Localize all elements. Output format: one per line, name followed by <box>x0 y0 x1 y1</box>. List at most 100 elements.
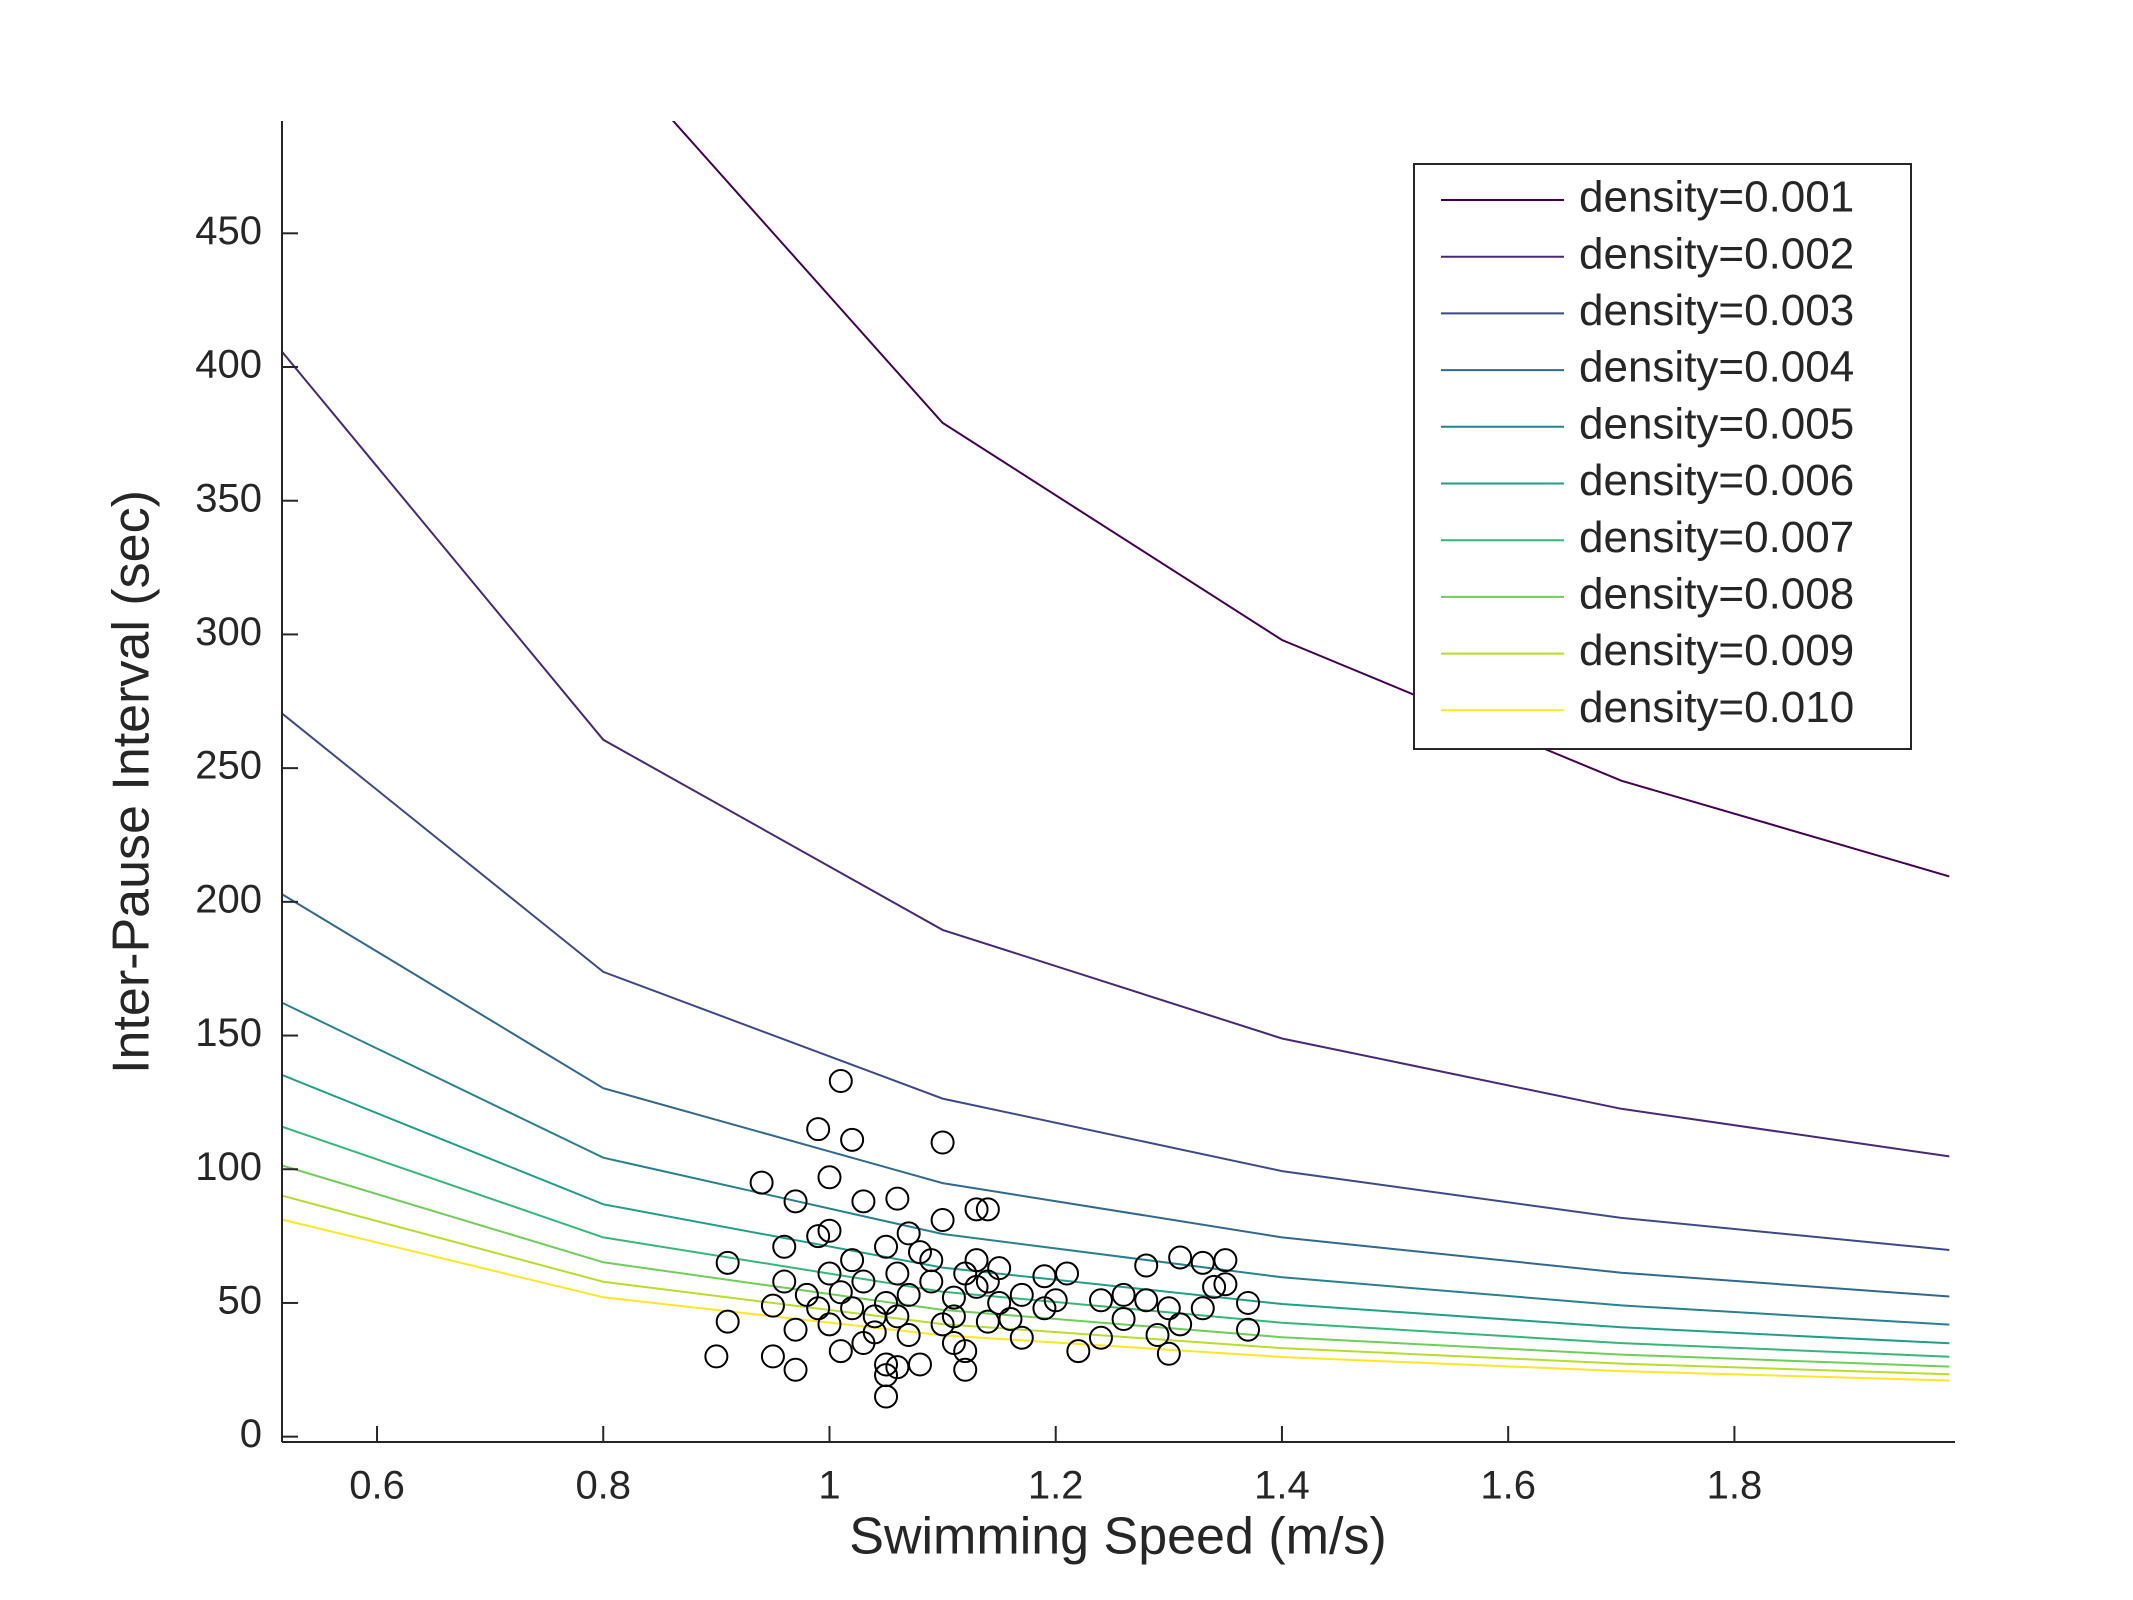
scatter-point <box>987 1256 1012 1281</box>
scatter-point <box>828 1280 853 1305</box>
scatter-point <box>1111 1306 1136 1331</box>
scatter-point <box>998 1306 1023 1331</box>
scatter-point <box>1009 1282 1034 1307</box>
scatter-point <box>828 1068 853 1093</box>
scatter-point <box>1156 1296 1181 1321</box>
scatter-point <box>851 1269 876 1294</box>
scatter-point <box>1088 1288 1113 1313</box>
x-tick-label: 1.2 <box>1028 1464 1084 1508</box>
scatter-point <box>828 1339 853 1364</box>
scatter-point <box>896 1323 921 1348</box>
scatter-point <box>953 1261 978 1286</box>
scatter-point <box>760 1344 785 1369</box>
y-axis-label: Inter-Pause Interval (sec) <box>103 490 161 1074</box>
scatter-point <box>715 1309 740 1334</box>
x-axis-label: Swimming Speed (m/s) <box>849 1508 1386 1566</box>
scatter-point <box>907 1240 932 1265</box>
scatter-point <box>715 1250 740 1275</box>
scatter-point <box>772 1269 797 1294</box>
legend-label: density=0.008 <box>1579 570 1854 619</box>
y-tick-label: 100 <box>195 1145 262 1189</box>
legend-label: density=0.005 <box>1579 399 1854 448</box>
line-series <box>671 121 1950 878</box>
scatter-point <box>964 1248 989 1273</box>
scatter-point <box>930 1130 955 1155</box>
legend-label: density=0.001 <box>1579 173 1854 222</box>
scatter-point <box>817 1218 842 1243</box>
scatter-point <box>964 1274 989 1299</box>
scatter-point <box>975 1269 1000 1294</box>
x-tick-label: 1.4 <box>1254 1464 1310 1508</box>
scatter-point <box>907 1352 932 1377</box>
scatter-point <box>953 1357 978 1382</box>
scatter-point <box>817 1165 842 1190</box>
legend-label: density=0.007 <box>1579 513 1854 562</box>
scatter-point <box>772 1234 797 1259</box>
scatter-point <box>1111 1282 1136 1307</box>
y-tick-label: 250 <box>195 744 262 788</box>
scatter-point <box>975 1197 1000 1222</box>
scatter-point <box>1168 1245 1193 1270</box>
scatter-point <box>1088 1325 1113 1350</box>
legend-label: density=0.004 <box>1579 343 1854 392</box>
scatter-point <box>941 1285 966 1310</box>
scatter-point <box>1009 1325 1034 1350</box>
scatter-point <box>885 1186 910 1211</box>
scatter-point <box>794 1282 819 1307</box>
scatter-point <box>1202 1274 1227 1299</box>
scatter-point <box>840 1296 865 1321</box>
scatter-point <box>1236 1290 1261 1315</box>
x-tick-label: 1.6 <box>1480 1464 1536 1508</box>
scatter-point <box>964 1197 989 1222</box>
line-series <box>282 1218 1950 1382</box>
scatter-point <box>851 1189 876 1214</box>
scatter-point <box>783 1357 808 1382</box>
scatter-point <box>885 1355 910 1380</box>
y-tick-label: 50 <box>218 1279 263 1323</box>
legend-label: density=0.003 <box>1579 286 1854 335</box>
legend-label: density=0.010 <box>1579 683 1854 732</box>
scatter-point <box>1145 1323 1170 1348</box>
y-tick-label: 0 <box>240 1412 262 1456</box>
line-series <box>282 1125 1950 1358</box>
scatter-point <box>840 1248 865 1273</box>
scatter-point <box>840 1127 865 1152</box>
scatter-point <box>806 1117 831 1142</box>
scatter-point <box>1134 1253 1159 1278</box>
scatter-point <box>1134 1288 1159 1313</box>
scatter-point <box>1213 1248 1238 1273</box>
scatter-point <box>930 1208 955 1233</box>
scatter-point <box>896 1221 921 1246</box>
scatter-point <box>874 1352 899 1377</box>
y-tick-label: 450 <box>195 209 262 253</box>
scatter-point <box>885 1304 910 1329</box>
scatter-point <box>1066 1339 1091 1364</box>
legend-label: density=0.006 <box>1579 456 1854 505</box>
line-series <box>282 1001 1950 1326</box>
legend-label: density=0.009 <box>1579 626 1854 675</box>
scatter-point <box>806 1224 831 1249</box>
line-series <box>282 1164 1950 1368</box>
scatter-point <box>941 1304 966 1329</box>
scatter-point <box>704 1344 729 1369</box>
scatter-point <box>749 1170 774 1195</box>
x-tick-label: 1.8 <box>1707 1464 1763 1508</box>
scatter-point <box>874 1234 899 1259</box>
scatter-point <box>987 1290 1012 1315</box>
scatter-point <box>953 1339 978 1364</box>
y-tick-label: 350 <box>195 476 262 520</box>
scatter-point <box>1043 1288 1068 1313</box>
x-tick-label: 1 <box>818 1464 840 1508</box>
scatter-point <box>1168 1312 1193 1337</box>
scatter-point <box>874 1384 899 1409</box>
scatter-point <box>817 1261 842 1286</box>
scatter-point <box>783 1189 808 1214</box>
scatter-point <box>783 1317 808 1342</box>
scatter-point <box>1190 1296 1215 1321</box>
scatter-point <box>896 1282 921 1307</box>
scatter-point <box>1032 1264 1057 1289</box>
scatter-point <box>851 1331 876 1356</box>
legend-box <box>1413 163 1912 750</box>
